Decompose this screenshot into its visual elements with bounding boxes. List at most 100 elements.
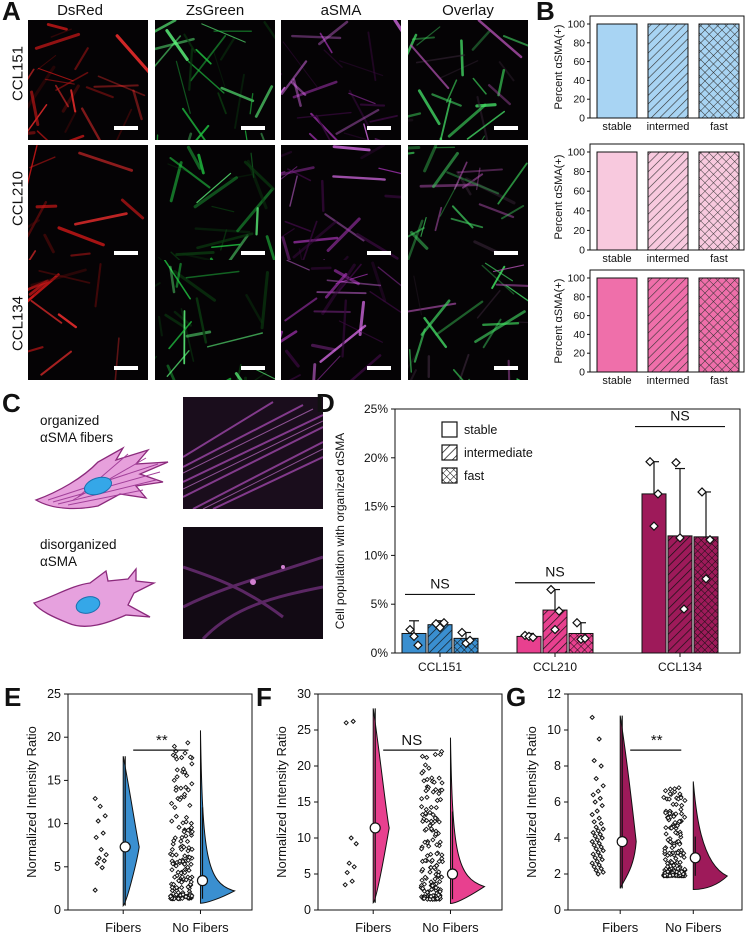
panel-f-fibers-point: [353, 841, 359, 847]
panel-d-ylabel: Cell population with organized αSMA: [333, 433, 347, 629]
panel-f-nofibers-point: [430, 837, 436, 843]
panel-f-nofibers-point: [439, 855, 445, 862]
panel-d-data-point: [701, 573, 711, 584]
panel-d-data-point: [435, 622, 445, 633]
panel-e-nofibers-point: [176, 878, 182, 884]
panel-b-ytick-label: 0: [579, 113, 585, 125]
panel-e-nofibers-point: [186, 867, 192, 874]
panel-g-ytick-label: 8: [554, 759, 561, 773]
panel-e-median-marker: [196, 875, 209, 887]
micrograph-ccl134-asma: [281, 260, 401, 380]
panel-f-nofibers-point: [422, 810, 429, 816]
panel-f-fibers-point: [342, 882, 348, 888]
panel-g-nofibers-point: [664, 852, 671, 859]
panel-g-fibers-point: [599, 835, 605, 841]
panel-f-nofibers-point: [437, 751, 444, 758]
panel-f-nofibers-point: [435, 872, 442, 878]
panel-b-xtick-label: stable: [602, 253, 631, 265]
panel-e-fibers-point: [94, 860, 100, 867]
panel-g-nofibers-point: [665, 815, 671, 821]
panel-e-nofibers-point: [170, 752, 176, 758]
panel-e-fibers-point: [96, 855, 102, 861]
panel-d-data-point: [671, 457, 681, 468]
panel-g-significance-label: **: [651, 732, 663, 749]
panel-b-xtick-label: fast: [710, 121, 728, 133]
panel-g-fibers-point: [596, 736, 602, 742]
panel-e-fibers-point: [100, 830, 106, 836]
column-header-zsgreen: ZsGreen: [185, 2, 245, 19]
panel-e-nofibers-point: [175, 869, 181, 875]
panel-f-fibers-violin: [372, 708, 390, 904]
panel-g-nofibers-point: [673, 855, 679, 862]
panel-g-fibers-point: [597, 795, 603, 802]
panel-b-ytick-label: 40: [573, 205, 585, 217]
panel-e-nofibers-point: [171, 874, 178, 880]
panel-f-nofibers-point: [418, 804, 425, 810]
panel-f-nofibers-point: [427, 809, 433, 816]
panel-e-ytick-label: 15: [47, 773, 61, 787]
panel-b-ytick-label: 20: [573, 225, 585, 237]
panel-f-ytick-label: 30: [297, 687, 311, 701]
panel-f-nofibers-point: [422, 839, 428, 845]
panel-g-fibers-point: [600, 826, 606, 832]
panel-f-nofibers-point: [423, 788, 429, 794]
panel-g-ytick-label: 10: [547, 723, 561, 737]
panel-f-median-marker: [446, 868, 459, 880]
panel-e-nofibers-point: [178, 754, 185, 761]
panel-e-nofibers-point: [173, 813, 179, 820]
panel-g-fibers-point: [595, 871, 601, 877]
column-header-overlay: Overlay: [442, 2, 494, 19]
panel-g-nofibers-point: [663, 831, 669, 837]
panel-e-nofibers-point: [185, 848, 191, 854]
panel-b-ytick-label: 40: [573, 75, 585, 87]
panel-d-xtick-label: CCL151: [418, 660, 462, 674]
row-label-ccl151: CCL151: [9, 45, 27, 102]
panel-e-nofibers-point: [184, 838, 191, 845]
panel-e-nofibers-point: [180, 820, 186, 826]
panel-e-fibers-point: [92, 887, 98, 893]
panel-d-significance-label: NS: [670, 408, 689, 424]
panel-d-data-point: [675, 532, 685, 543]
scale-bar: [241, 251, 265, 255]
panel-d-data-point: [528, 632, 538, 643]
panel-label-b: B: [536, 0, 555, 26]
panel-b-xtick-label: intermed: [647, 375, 690, 387]
panel-f-nofibers-point: [421, 895, 427, 902]
panel-e-nofibers-point: [178, 884, 185, 891]
panel-g-nofibers-point: [677, 859, 683, 865]
scale-bar: [367, 126, 391, 130]
panel-d-data-point: [439, 617, 449, 628]
panel-f-nofibers-point: [426, 765, 432, 771]
panel-g-nofibers-point: [673, 801, 679, 808]
panel-e-nofibers-point: [178, 846, 185, 853]
panel-e-nofibers-point: [169, 846, 175, 853]
panel-g-ytick-label: 6: [554, 795, 561, 809]
caption-organized-fibers: organized αSMA fibers: [40, 413, 114, 445]
panel-f-fibers-point: [349, 878, 355, 884]
panel-g-fibers-point: [593, 824, 599, 830]
panel-g-fibers-point: [594, 808, 600, 814]
panel-g-fibers-point: [599, 802, 605, 809]
panel-g-fibers-point: [596, 862, 602, 868]
panel-f-nofibers-point: [424, 776, 430, 783]
panel-g-fibers-point: [595, 849, 601, 856]
panel-f-nofibers-point: [434, 895, 441, 902]
panel-b-ytick-label: 80: [573, 291, 585, 303]
panel-d-ytick-label: 20%: [364, 451, 388, 465]
panel-f-nofibers-point: [423, 826, 429, 832]
panel-e-nofibers-point: [188, 861, 194, 867]
panel-g-nofibers-point: [675, 866, 681, 872]
panel-e-nofibers-point: [178, 785, 184, 791]
scale-bar: [367, 366, 391, 370]
panel-g-fibers-point: [589, 714, 595, 721]
panel-e-nofibers-point: [173, 852, 179, 858]
panel-g-fibers-point: [598, 865, 604, 872]
panel-e-nofibers-point: [187, 802, 193, 809]
panel-g-nofibers-point: [667, 791, 673, 797]
micrograph-ccl134-dsred: [28, 260, 148, 380]
panel-f-xtick-label: Fibers: [355, 920, 392, 935]
micrograph-ccl210-dsred: [28, 145, 148, 265]
column-header-asma: aSMA: [320, 2, 362, 19]
panel-f-nofibers-point: [431, 779, 437, 785]
